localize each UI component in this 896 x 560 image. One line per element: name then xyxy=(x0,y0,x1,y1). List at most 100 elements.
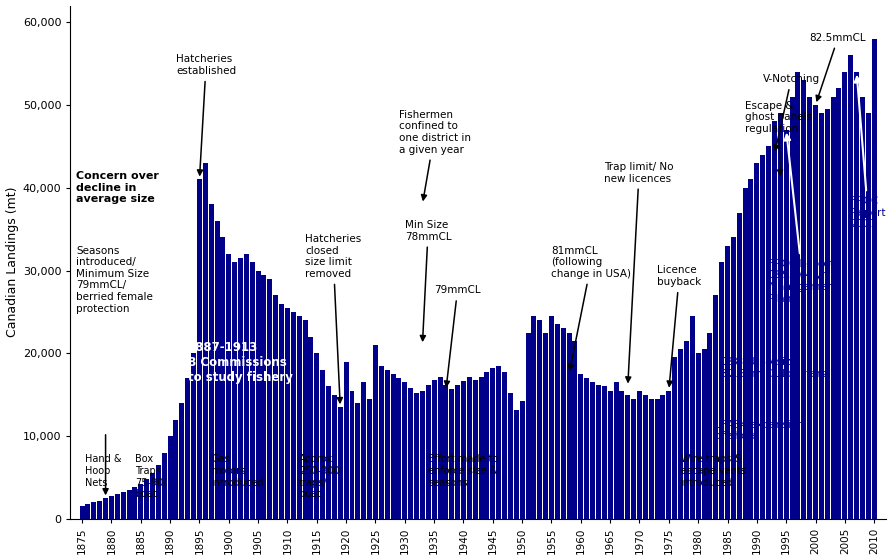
Bar xyxy=(485,371,489,519)
Bar xyxy=(455,385,461,519)
Text: 1988 USA size
82.5mmCL Lobsters: 1988 USA size 82.5mmCL Lobsters xyxy=(721,357,826,379)
Bar xyxy=(344,362,349,519)
Bar xyxy=(831,97,836,519)
Bar xyxy=(138,484,143,519)
Bar xyxy=(384,370,390,519)
Bar xyxy=(478,376,484,519)
Bar xyxy=(555,324,560,519)
Bar xyxy=(490,368,495,519)
Bar xyxy=(332,395,337,519)
Bar xyxy=(174,419,178,519)
Text: 82.5mmCL: 82.5mmCL xyxy=(810,33,866,101)
Bar xyxy=(109,496,114,519)
Bar xyxy=(655,399,659,519)
Bar xyxy=(778,113,783,519)
Text: Gas
motors
introduced: Gas motors introduced xyxy=(211,454,263,488)
Bar xyxy=(602,386,607,519)
Bar xyxy=(133,487,137,519)
Bar xyxy=(279,304,284,519)
Text: 81mmCL
(following
change in USA): 81mmCL (following change in USA) xyxy=(551,246,632,370)
Bar xyxy=(642,395,648,519)
Bar xyxy=(326,386,331,519)
Bar xyxy=(538,320,542,519)
Bar xyxy=(584,378,590,519)
Bar xyxy=(227,254,231,519)
Bar xyxy=(737,213,742,519)
Bar xyxy=(391,374,395,519)
Bar xyxy=(420,390,425,519)
Bar xyxy=(760,155,765,519)
Text: Seasons
introduced/
Minimum Size
79mmCL/
berried female
protection: Seasons introduced/ Minimum Size 79mmCL/… xyxy=(76,246,153,314)
Bar xyxy=(660,395,666,519)
Bar xyxy=(566,333,572,519)
Bar xyxy=(426,385,431,519)
Bar xyxy=(713,295,719,519)
Bar xyxy=(220,237,226,519)
Text: Escape &
ghost panels
regulation: Escape & ghost panels regulation xyxy=(745,101,812,175)
Bar xyxy=(690,316,694,519)
Bar xyxy=(731,237,736,519)
Bar xyxy=(502,371,507,519)
Bar xyxy=(168,436,173,519)
Bar xyxy=(373,345,378,519)
Bar xyxy=(197,179,202,519)
Text: Trap limit/ No
new licences: Trap limit/ No new licences xyxy=(604,162,674,382)
Bar xyxy=(695,353,701,519)
Text: Hand &
Hoop
Nets: Hand & Hoop Nets xyxy=(85,454,122,488)
Bar xyxy=(179,403,185,519)
Bar xyxy=(854,72,859,519)
Bar xyxy=(672,357,677,519)
Bar xyxy=(98,501,102,519)
Text: Wire traps &
escape vents
introduced: Wire traps & escape vents introduced xyxy=(681,454,745,488)
Bar xyxy=(338,407,343,519)
Bar xyxy=(784,130,788,519)
Bar xyxy=(531,316,537,519)
Bar xyxy=(573,341,577,519)
Bar xyxy=(513,409,519,519)
Text: Min Size
78mmCL: Min Size 78mmCL xyxy=(405,220,452,340)
Text: 79mmCL: 79mmCL xyxy=(435,286,481,386)
Bar xyxy=(467,376,472,519)
Bar xyxy=(297,316,302,519)
Bar xyxy=(508,393,513,519)
Bar xyxy=(748,179,754,519)
Bar xyxy=(356,403,360,519)
Bar xyxy=(121,492,125,519)
Bar xyxy=(625,395,630,519)
Bar xyxy=(91,502,97,519)
Text: Concern over
decline in
average size: Concern over decline in average size xyxy=(76,171,159,204)
Bar xyxy=(607,390,613,519)
Bar xyxy=(214,221,220,519)
Bar xyxy=(144,479,149,519)
Bar xyxy=(379,366,383,519)
Bar xyxy=(320,370,325,519)
Bar xyxy=(115,494,120,519)
Bar xyxy=(496,366,501,519)
Bar xyxy=(444,385,448,519)
Bar xyxy=(209,204,213,519)
Bar xyxy=(80,506,84,519)
Bar xyxy=(255,270,261,519)
Bar xyxy=(596,385,601,519)
Bar xyxy=(614,382,618,519)
Bar xyxy=(796,72,800,519)
Bar xyxy=(819,113,824,519)
Bar xyxy=(824,109,830,519)
Text: Approx.
250-300
traps/
boat: Approx. 250-300 traps/ boat xyxy=(299,454,340,499)
Bar xyxy=(801,80,806,519)
Bar xyxy=(619,390,625,519)
Bar xyxy=(409,388,413,519)
Bar xyxy=(85,504,90,519)
Text: Effort made to
enforce size &
seasons: Effort made to enforce size & seasons xyxy=(428,454,498,488)
Text: Fishermen
confined to
one district in
a given year: Fishermen confined to one district in a … xyxy=(399,110,471,200)
Bar xyxy=(232,262,237,519)
Bar xyxy=(156,465,161,519)
Bar xyxy=(396,378,401,519)
Bar xyxy=(202,163,208,519)
Bar xyxy=(837,88,841,519)
Text: 1887-1913
8 Commissions
to study fishery: 1887-1913 8 Commissions to study fishery xyxy=(188,341,293,384)
Bar xyxy=(150,473,155,519)
Bar xyxy=(308,337,314,519)
Bar xyxy=(273,295,279,519)
Bar xyxy=(250,262,254,519)
